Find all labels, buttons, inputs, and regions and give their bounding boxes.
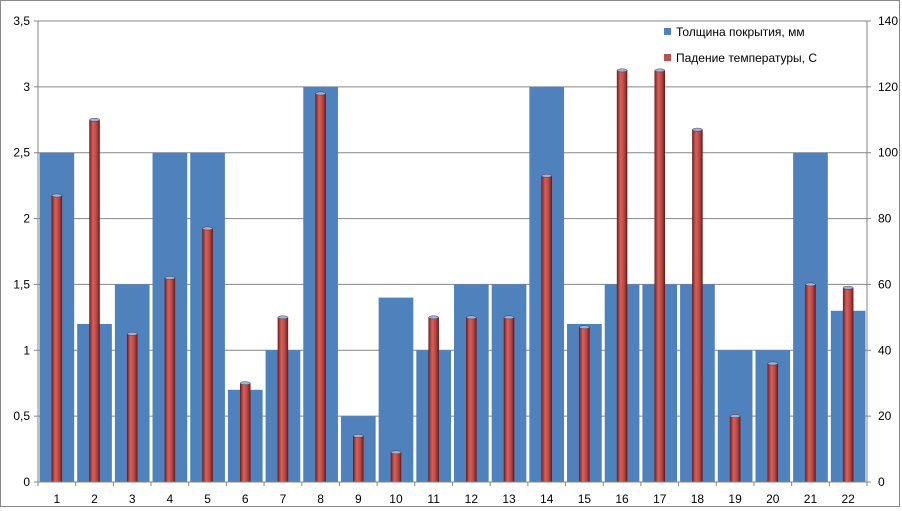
x-tick-label: 10 [389, 492, 403, 506]
x-tick-label: 4 [167, 492, 174, 506]
temperature-bar-cap [164, 276, 176, 280]
temperature-bar-cap [616, 68, 628, 73]
left-tick-label: 2,5 [13, 146, 30, 160]
temperature-bar-cap [277, 315, 289, 320]
x-tick-label: 1 [53, 492, 60, 506]
temperature-bar [466, 317, 477, 483]
right-tick-label: 140 [878, 14, 898, 28]
temperature-bar [541, 175, 552, 483]
temperature-bar [240, 382, 251, 483]
temperature-bar-cap [466, 315, 477, 320]
left-axis-ticks: 0 0,5 1 1,5 2 2,5 3 3,5 [13, 14, 30, 489]
x-tick-label: 20 [766, 492, 780, 506]
temperature-bar [89, 119, 100, 483]
temperature-bar [503, 317, 515, 483]
x-tick-label: 12 [465, 492, 479, 506]
temperature-bar-cap [692, 127, 703, 132]
left-tick-label: 3 [23, 80, 30, 94]
x-tick-label: 21 [804, 492, 818, 506]
x-tick-label: 3 [129, 492, 136, 506]
temperature-bar-cap [654, 68, 665, 73]
temperature-bar [428, 317, 439, 483]
temperature-bar-cap [729, 414, 741, 418]
temperature-bar [202, 228, 213, 483]
left-tick-label: 2 [23, 212, 30, 226]
temperature-bars [51, 68, 854, 483]
right-tick-label: 80 [878, 212, 892, 226]
temperature-bar-cap [842, 285, 854, 290]
temperature-bar-cap [579, 325, 590, 330]
legend-swatch-temperature [664, 54, 671, 61]
temperature-bar-cap [428, 315, 439, 320]
temperature-bar [579, 326, 590, 483]
right-tick-label: 20 [878, 409, 892, 423]
temperature-bar-cap [390, 450, 402, 455]
left-tick-label: 0,5 [13, 409, 30, 423]
temperature-bar [616, 70, 628, 483]
temperature-bar [126, 333, 138, 483]
left-tick-label: 0 [23, 475, 30, 489]
right-tick-label: 60 [878, 277, 892, 291]
x-tick-label: 11 [427, 492, 440, 506]
x-tick-label: 19 [728, 492, 742, 506]
temperature-bar-cap [127, 332, 138, 336]
left-tick-label: 1,5 [13, 277, 30, 291]
x-tick-label: 15 [578, 492, 592, 506]
temperature-bar [692, 129, 703, 483]
right-tick-label: 40 [878, 343, 892, 357]
temperature-bar [654, 70, 665, 483]
x-tick-label: 8 [317, 492, 324, 506]
temperature-bar-cap [541, 173, 552, 178]
x-tick-label: 2 [91, 492, 98, 506]
right-axis-ticks: 0 20 40 60 80 100 120 140 [878, 14, 898, 489]
x-tick-label: 9 [355, 492, 362, 506]
right-tick-label: 100 [878, 146, 898, 160]
x-tick-label: 16 [615, 492, 629, 506]
legend-label-temperature: Падение температуры, С [676, 51, 817, 65]
temperature-bar [277, 317, 289, 483]
temperature-bar-cap [353, 434, 364, 438]
temperature-bar-cap [89, 117, 100, 122]
right-tick-label: 0 [878, 475, 885, 489]
x-tick-label: 18 [691, 492, 705, 506]
x-tick-label: 7 [280, 492, 287, 506]
x-tick-label: 13 [502, 492, 516, 506]
temperature-bar [842, 287, 854, 483]
x-tick-label: 22 [841, 492, 855, 506]
axes [34, 20, 871, 486]
temperature-bar-cap [503, 315, 515, 320]
temperature-bar-cap [315, 91, 326, 96]
legend: Толщина покрытия, мм Падение температуры… [664, 25, 817, 65]
temperature-bar-cap [240, 381, 251, 386]
temperature-bar [51, 195, 63, 483]
temperature-bar [729, 415, 741, 483]
x-axis-ticks: 1 2 3 4 5 6 7 8 9 10 11 12 13 14 15 16 17 18 19 20 21 22 [53, 492, 855, 506]
temperature-bar [353, 435, 364, 483]
x-tick-label: 14 [540, 492, 554, 506]
temperature-bar [390, 452, 402, 483]
temperature-bar-cap [51, 193, 63, 198]
left-tick-label: 1 [23, 343, 30, 357]
left-tick-label: 3,5 [13, 14, 30, 28]
x-tick-label: 5 [204, 492, 211, 506]
x-tick-label: 6 [242, 492, 249, 506]
temperature-bar-cap [202, 226, 213, 231]
temperature-bar [164, 277, 176, 483]
temperature-bar [805, 284, 816, 483]
legend-swatch-thickness [664, 28, 671, 35]
x-tick-label: 17 [653, 492, 667, 506]
right-tick-label: 120 [878, 80, 898, 94]
temperature-bar [315, 93, 326, 483]
legend-label-thickness: Толщина покрытия, мм [676, 25, 805, 39]
temperature-bar-cap [805, 282, 816, 287]
temperature-bar [767, 363, 779, 483]
temperature-bar-cap [767, 361, 778, 366]
